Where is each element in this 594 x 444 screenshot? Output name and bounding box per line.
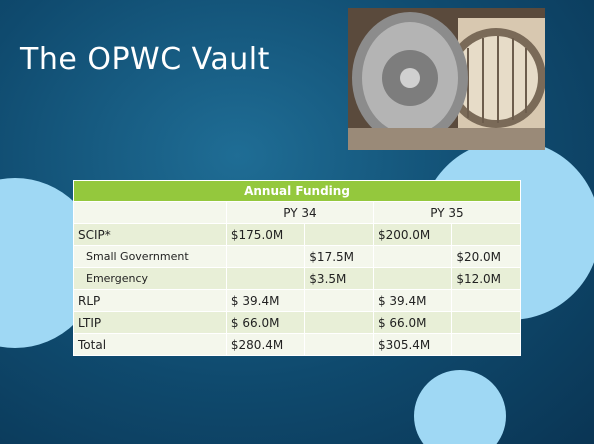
- cell: [226, 268, 304, 290]
- decor-circle: [414, 370, 506, 444]
- cell: $ 39.4M: [226, 290, 304, 312]
- cell: [373, 268, 451, 290]
- cell: $17.5M: [305, 246, 374, 268]
- row-label: Emergency: [74, 268, 227, 290]
- cell: [305, 312, 374, 334]
- cell: $ 39.4M: [373, 290, 451, 312]
- slide-title: The OPWC Vault: [20, 42, 270, 77]
- cell: $280.4M: [226, 334, 304, 356]
- table-row: Emergency $3.5M $12.0M: [74, 268, 521, 290]
- row-label: Total: [74, 334, 227, 356]
- cell: $3.5M: [305, 268, 374, 290]
- table-row: Small Government $17.5M $20.0M: [74, 246, 521, 268]
- cell: $20.0M: [452, 246, 521, 268]
- cell: [305, 224, 374, 246]
- cell: [226, 246, 304, 268]
- row-label: SCIP*: [74, 224, 227, 246]
- cell: $305.4M: [373, 334, 451, 356]
- cell: $ 66.0M: [373, 312, 451, 334]
- row-label: Small Government: [74, 246, 227, 268]
- table-row: Total$280.4M $305.4M: [74, 334, 521, 356]
- cell: [452, 224, 521, 246]
- cell: [305, 290, 374, 312]
- empty-cell: [74, 202, 227, 224]
- cell: $175.0M: [226, 224, 304, 246]
- cell: $ 66.0M: [226, 312, 304, 334]
- vault-photo: [348, 8, 545, 150]
- header-row: Annual Funding: [74, 181, 521, 202]
- table-row: RLP$ 39.4M$ 39.4M: [74, 290, 521, 312]
- row-label: RLP: [74, 290, 227, 312]
- cell: [452, 334, 521, 356]
- column-header: PY 34: [226, 202, 373, 224]
- table-row: SCIP*$175.0M $200.0M: [74, 224, 521, 246]
- cell: [452, 290, 521, 312]
- table-header: Annual Funding: [74, 181, 521, 202]
- cell: [373, 246, 451, 268]
- row-label: LTIP: [74, 312, 227, 334]
- cell: [452, 312, 521, 334]
- cell: $200.0M: [373, 224, 451, 246]
- slide: The OPWC Vault Annual FundingPY 34PY 35S…: [0, 0, 594, 444]
- column-header: PY 35: [373, 202, 520, 224]
- cell: $12.0M: [452, 268, 521, 290]
- table-row: LTIP$ 66.0M$ 66.0M: [74, 312, 521, 334]
- cell: [305, 334, 374, 356]
